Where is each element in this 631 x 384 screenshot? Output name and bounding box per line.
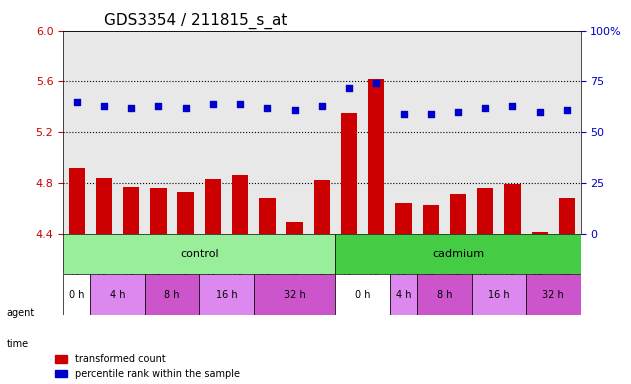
Bar — [390, 274, 417, 315]
Bar — [150, 188, 167, 234]
Point — [426, 111, 436, 117]
Bar — [341, 113, 357, 234]
Text: 0 h: 0 h — [355, 290, 370, 300]
Point — [208, 101, 218, 107]
Bar — [69, 168, 85, 234]
Bar — [254, 274, 336, 315]
Bar — [232, 175, 248, 234]
Bar — [423, 205, 439, 234]
Point — [235, 101, 245, 107]
Bar — [336, 234, 581, 274]
Point — [180, 105, 191, 111]
Point — [371, 80, 381, 86]
Point — [534, 109, 545, 115]
Text: cadmium: cadmium — [432, 249, 484, 259]
Bar — [63, 234, 336, 274]
Point — [153, 103, 163, 109]
Text: 8 h: 8 h — [437, 290, 452, 300]
Text: 32 h: 32 h — [543, 290, 564, 300]
Bar — [96, 178, 112, 234]
Bar — [259, 198, 276, 234]
Point — [507, 103, 517, 109]
Bar — [477, 188, 493, 234]
Text: 32 h: 32 h — [284, 290, 305, 300]
Bar — [504, 184, 521, 234]
Text: 0 h: 0 h — [69, 290, 85, 300]
Bar — [471, 274, 526, 315]
Bar — [199, 274, 254, 315]
Text: 4 h: 4 h — [396, 290, 411, 300]
Point — [344, 84, 354, 91]
Bar — [314, 180, 330, 234]
Text: 4 h: 4 h — [110, 290, 126, 300]
Point — [398, 111, 408, 117]
Bar — [450, 194, 466, 234]
Bar — [286, 222, 303, 234]
Bar — [63, 274, 90, 315]
Legend: transformed count, percentile rank within the sample: transformed count, percentile rank withi… — [56, 354, 240, 379]
Point — [453, 109, 463, 115]
Bar — [336, 274, 390, 315]
Text: agent: agent — [6, 308, 35, 318]
Point — [99, 103, 109, 109]
Point — [262, 105, 273, 111]
Text: time: time — [6, 339, 28, 349]
Point — [562, 107, 572, 113]
Point — [72, 99, 82, 105]
Text: control: control — [180, 249, 218, 259]
Bar — [144, 274, 199, 315]
Bar — [531, 232, 548, 234]
Point — [317, 103, 327, 109]
Bar — [90, 274, 144, 315]
Bar — [368, 79, 384, 234]
Text: 8 h: 8 h — [164, 290, 180, 300]
Bar — [204, 179, 221, 234]
Bar — [417, 274, 471, 315]
Point — [126, 105, 136, 111]
Point — [480, 105, 490, 111]
Bar — [396, 203, 411, 234]
Text: GDS3354 / 211815_s_at: GDS3354 / 211815_s_at — [105, 13, 288, 29]
Bar — [123, 187, 139, 234]
Text: 16 h: 16 h — [216, 290, 237, 300]
Bar — [177, 192, 194, 234]
Point — [290, 107, 300, 113]
Bar — [526, 274, 581, 315]
Text: 16 h: 16 h — [488, 290, 510, 300]
Bar — [558, 198, 575, 234]
